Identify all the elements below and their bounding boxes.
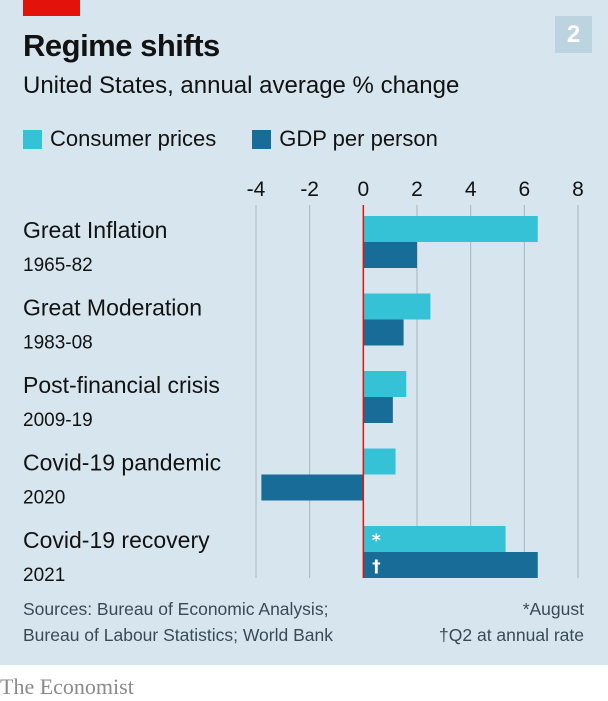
category-label: Post-financial crisis [23,372,220,398]
category-period-label: 2009-19 [23,410,93,431]
category-label: Great Moderation [23,295,202,321]
footnote-q2: †Q2 at annual rate [439,625,584,645]
legend-item-gdp-per-person: GDP per person [252,126,438,152]
bar-gdp-per-person [363,242,417,268]
legend-item-consumer-prices: Consumer prices [23,126,216,152]
bar-consumer-prices [363,526,506,552]
bar-gdp-per-person [363,552,538,578]
legend-label-gdp-per-person: GDP per person [279,126,438,151]
category-label: Covid-19 pandemic [23,450,221,476]
x-tick-label: 0 [357,178,369,201]
x-tick-label: 4 [465,178,477,201]
x-tick-label: 2 [411,178,423,201]
brand-logo-text: The Economist [0,674,134,699]
category-period-label: 2021 [23,565,65,586]
bar-annotation: * [372,531,381,551]
chart-subtitle: United States, annual average % change [23,72,460,99]
footnote-august: *August [522,599,584,619]
bar-consumer-prices [363,371,407,397]
x-tick-label: -4 [247,178,266,201]
brand-red-tag [23,0,80,16]
legend: Consumer prices GDP per person [23,126,474,152]
chart-number-badge: 2 [555,16,592,53]
bar-gdp-per-person [261,474,364,501]
category-label: Covid-19 recovery [23,527,210,553]
x-tick-label: -2 [300,178,319,201]
bar-annotation: † [372,557,381,577]
chart-title: Regime shifts [23,28,220,63]
bar-chart: -4 -2 0 2 4 6 8 Great Inflation 1965-82 Great Mod… [23,178,584,586]
bar-consumer-prices [363,216,538,242]
category-period-label: 1983-08 [23,333,93,354]
bar-gdp-per-person [363,319,404,346]
chart-panel: Regime shifts 2 United States, annual av… [0,0,608,665]
bar-consumer-prices [363,448,396,475]
sources-line-1: Sources: Bureau of Economic Analysis; [23,599,329,619]
x-tick-label: 8 [572,178,584,201]
sources-line-2: Bureau of Labour Statistics; World Bank [23,625,333,645]
category-period-label: 2020 [23,488,65,509]
sources-note: Sources: Bureau of Economic Analysis; Bu… [23,596,333,648]
legend-swatch-consumer-prices [23,129,42,149]
bar-consumer-prices [363,293,431,320]
legend-swatch-gdp-per-person [252,129,272,149]
legend-label-consumer-prices: Consumer prices [50,126,217,151]
x-tick-label: 6 [518,178,530,201]
category-period-label: 1965-82 [23,255,93,276]
bar-gdp-per-person [363,397,393,423]
footnotes: *August †Q2 at annual rate [439,596,584,648]
category-label: Great Inflation [23,217,167,243]
